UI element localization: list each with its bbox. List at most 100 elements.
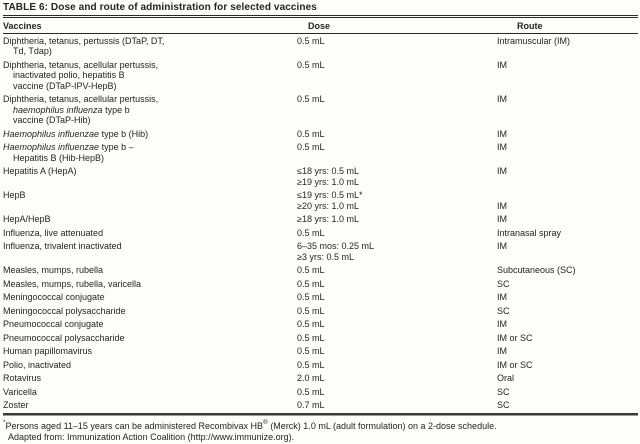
- dose-cell: 0.7 mL: [297, 400, 497, 411]
- dose-line: 0.5 mL: [297, 142, 325, 152]
- header-rule: [3, 33, 638, 34]
- table-header-row: Vaccines Dose Route: [3, 18, 638, 33]
- vaccine-cell: Hepatitis A (HepA): [3, 166, 297, 187]
- dose-line: 2.0 mL: [297, 373, 325, 383]
- vaccine-line: HepA/HepB: [3, 214, 51, 224]
- dose-cell: 0.5 mL: [297, 129, 497, 140]
- route-line: IM: [497, 319, 507, 329]
- vaccine-line: Haemophilus influenzae type b –: [3, 142, 134, 152]
- dose-cell: 0.5 mL: [297, 142, 497, 163]
- table-row: HepB ≤19 yrs: 0.5 mL* ≥20 yrs: 1.0 mL IM: [3, 189, 638, 213]
- dose-cell: 0.5 mL: [297, 94, 497, 126]
- vaccine-cell: Influenza, trivalent inactivated: [3, 241, 297, 262]
- route-cell: IM: [497, 142, 638, 163]
- vaccine-line: HepB: [3, 190, 26, 200]
- dose-line: ≥20 yrs: 1.0 mL: [297, 200, 359, 211]
- table-row: Human papillomavirus 0.5 mL IM: [3, 345, 638, 359]
- dose-cell: 0.5 mL: [297, 265, 497, 276]
- footnote-line: Adapted from: Immunization Action Coalit…: [8, 432, 295, 442]
- dose-line: 6–35 mos: 0.25 mL: [297, 241, 375, 251]
- dose-cell: 0.5 mL: [297, 387, 497, 398]
- dose-cell: 0.5 mL: [297, 306, 497, 317]
- dose-line: 0.5 mL: [297, 94, 325, 104]
- vaccine-cell: Diphtheria, tetanus, pertussis (DTaP, DT…: [3, 36, 297, 57]
- vaccine-cell: Measles, mumps, rubella: [3, 265, 297, 276]
- vaccine-line: Diphtheria, tetanus, acellular pertussis…: [3, 59, 159, 70]
- vaccine-cell: Diphtheria, tetanus, acellular pertussis…: [3, 94, 297, 126]
- table-row: Measles, mumps, rubella, varicella 0.5 mL…: [3, 277, 638, 291]
- footnote-line: *Persons aged 11–15 years can be adminis…: [3, 419, 497, 431]
- dose-cell: 6–35 mos: 0.25 mL ≥3 yrs: 0.5 mL: [297, 241, 497, 262]
- route-cell: SC: [497, 306, 638, 317]
- dose-cell: ≤19 yrs: 0.5 mL* ≥20 yrs: 1.0 mL: [297, 190, 497, 211]
- header-vaccines: Vaccines: [3, 21, 42, 31]
- vaccine-line: Diphtheria, tetanus, pertussis (DTaP, DT…: [3, 35, 165, 46]
- table-row: Diphtheria, tetanus, acellular pertussis…: [3, 58, 638, 93]
- table-row: Diphtheria, tetanus, acellular pertussis…: [3, 93, 638, 128]
- dose-cell: 2.0 mL: [297, 373, 497, 384]
- vaccine-line: Measles, mumps, rubella, varicella: [3, 278, 142, 289]
- dose-line: 0.5 mL: [297, 319, 325, 329]
- route-line: IM: [497, 241, 507, 251]
- dose-line: 0.7 mL: [297, 400, 325, 410]
- vaccine-cell: Polio, inactivated: [3, 360, 297, 371]
- dose-cell: 0.5 mL: [297, 279, 497, 290]
- route-cell: Oral: [497, 373, 638, 384]
- dose-cell: 0.5 mL: [297, 60, 497, 92]
- title-rule: [3, 15, 638, 18]
- vaccine-cell: Zoster: [3, 400, 297, 411]
- dose-line: 0.5 mL: [297, 227, 325, 238]
- vaccine-cell: Rotavirus: [3, 373, 297, 384]
- vaccine-line: Hepatitis A (HepA): [3, 166, 77, 176]
- route-cell: Subcutaneous (SC): [497, 265, 638, 276]
- route-line: IM: [497, 166, 507, 176]
- route-cell: SC: [497, 279, 638, 290]
- table-row: Haemophilus influenzae type b – Hepatitis…: [3, 141, 638, 165]
- route-cell: IM: [497, 346, 638, 357]
- route-cell: IM: [497, 190, 638, 211]
- route-line: IM: [497, 128, 507, 139]
- route-cell: Intranasal spray: [497, 228, 638, 239]
- table-row: Pneumococcal polysaccharide 0.5 mL IM or S…: [3, 331, 638, 345]
- vaccine-line: Rotavirus: [3, 373, 42, 383]
- vaccine-cell: Meningococcal conjugate: [3, 292, 297, 303]
- route-cell: Intramuscular (IM): [497, 36, 638, 57]
- route-line: Oral: [497, 373, 515, 383]
- route-cell: IM: [497, 94, 638, 126]
- dose-line: 0.5 mL: [297, 386, 325, 397]
- dose-line: 0.5 mL: [297, 332, 325, 343]
- dose-line: 0.5 mL: [297, 35, 325, 46]
- vaccine-line: Diphtheria, tetanus, acellular pertussis…: [3, 94, 159, 104]
- table-row: Pneumococcal conjugate 0.5 mL IM: [3, 318, 638, 332]
- dose-line: 0.5 mL: [297, 305, 325, 316]
- vaccine-line: Influenza, trivalent inactivated: [3, 241, 122, 251]
- vaccine-line: inactivated polio, hepatitis B: [13, 70, 125, 80]
- dose-cell: 0.5 mL: [297, 333, 497, 344]
- route-cell: IM: [497, 214, 638, 225]
- route-cell: IM: [497, 292, 638, 303]
- table-row: Meningococcal conjugate 0.5 mL IM: [3, 291, 638, 305]
- vaccine-cell: Measles, mumps, rubella, varicella: [3, 279, 297, 290]
- dose-line: 0.5 mL: [297, 59, 325, 70]
- dose-line: ≥19 yrs: 1.0 mL: [297, 176, 359, 187]
- table-row: Meningococcal polysaccharide 0.5 mL SC: [3, 304, 638, 318]
- route-line: IM: [497, 59, 507, 70]
- dose-line: 0.5 mL: [297, 128, 325, 139]
- vaccine-cell: Diphtheria, tetanus, acellular pertussis…: [3, 60, 297, 92]
- route-line: SC: [497, 305, 510, 316]
- dose-cell: 0.5 mL: [297, 319, 497, 330]
- table-row: Diphtheria, tetanus, pertussis (DTaP, DT…: [3, 34, 638, 58]
- vaccine-line: Meningococcal polysaccharide: [3, 305, 126, 316]
- route-line: IM: [497, 346, 507, 356]
- route-line: IM or SC: [497, 359, 533, 370]
- route-line: Intranasal spray: [497, 227, 562, 238]
- dose-cell: 0.5 mL: [297, 346, 497, 357]
- table-row: Rotavirus 2.0 mL Oral: [3, 372, 638, 386]
- route-cell: SC: [497, 387, 638, 398]
- vaccine-line: Meningococcal conjugate: [3, 292, 105, 302]
- route-line: [497, 190, 638, 201]
- vaccine-line: Zoster: [3, 400, 29, 410]
- vaccine-cell: Varicella: [3, 387, 297, 398]
- table-row: Influenza, live attenuated 0.5 mL Intranas…: [3, 226, 638, 240]
- vaccine-line: Varicella: [3, 386, 37, 397]
